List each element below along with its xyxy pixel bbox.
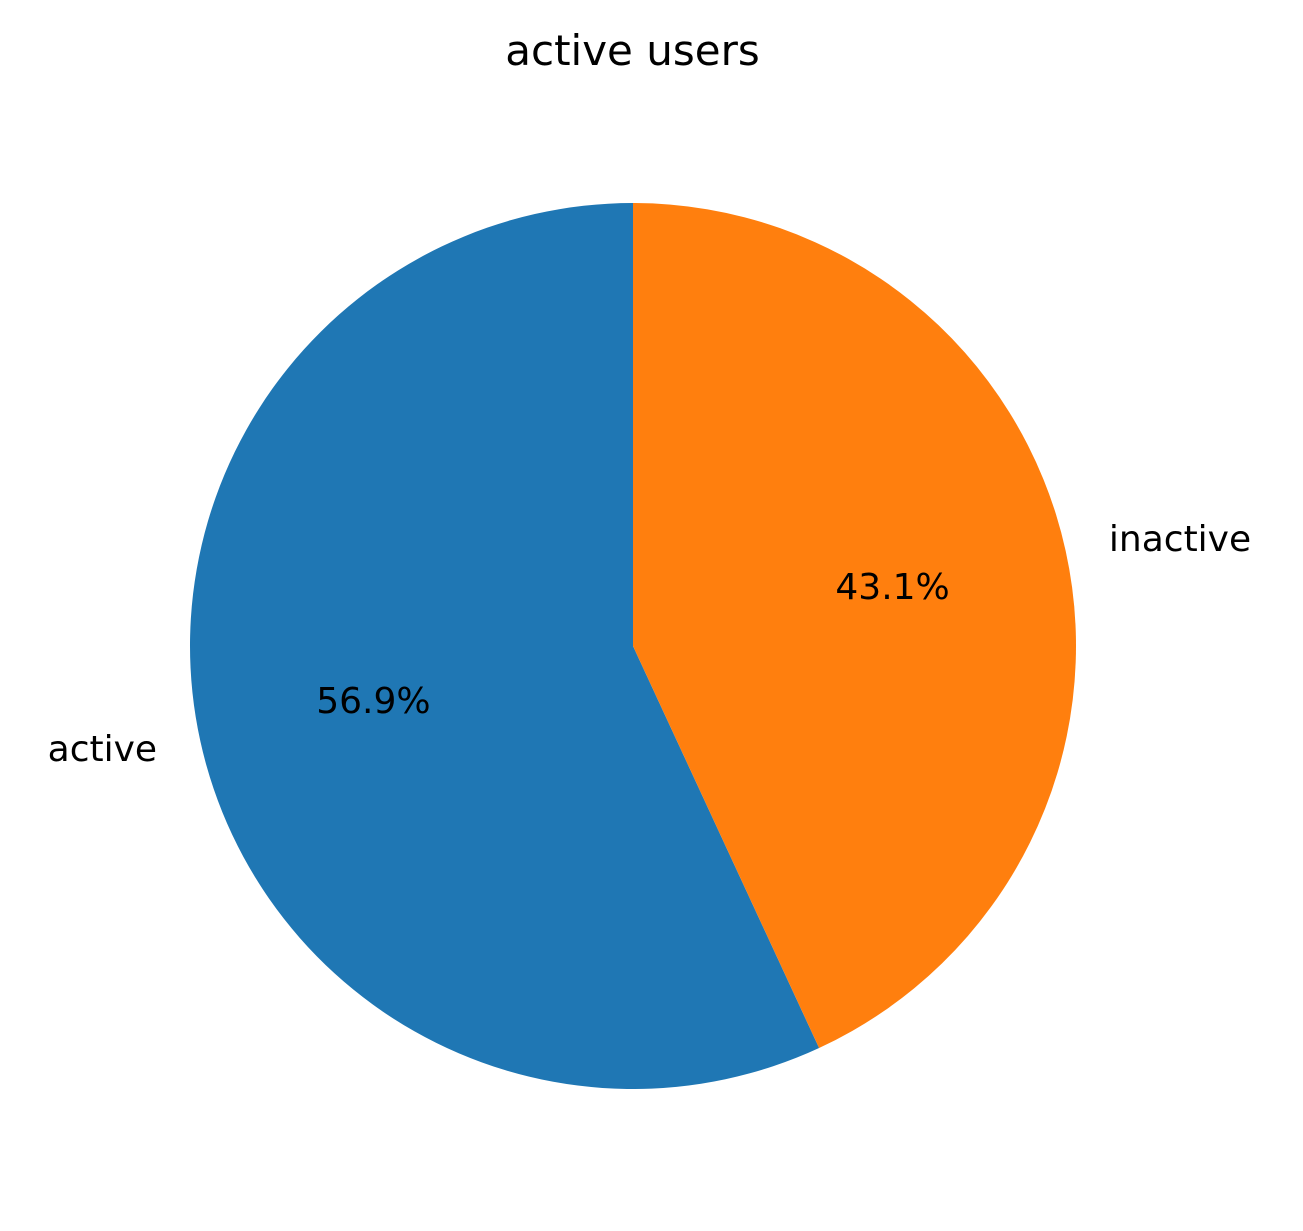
pct-label-active: 56.9% <box>316 681 430 722</box>
slice-label-active: active <box>48 729 157 770</box>
slice-label-inactive: inactive <box>1109 519 1251 560</box>
pie-labels: active 56.9% inactive 43.1% <box>48 519 1251 770</box>
pie-slice-active <box>190 203 820 1089</box>
pie-slice-inactive <box>633 203 1077 1049</box>
pct-label-inactive: 43.1% <box>835 567 949 608</box>
chart-title: active users <box>505 26 760 75</box>
pie-slices <box>190 203 1077 1089</box>
